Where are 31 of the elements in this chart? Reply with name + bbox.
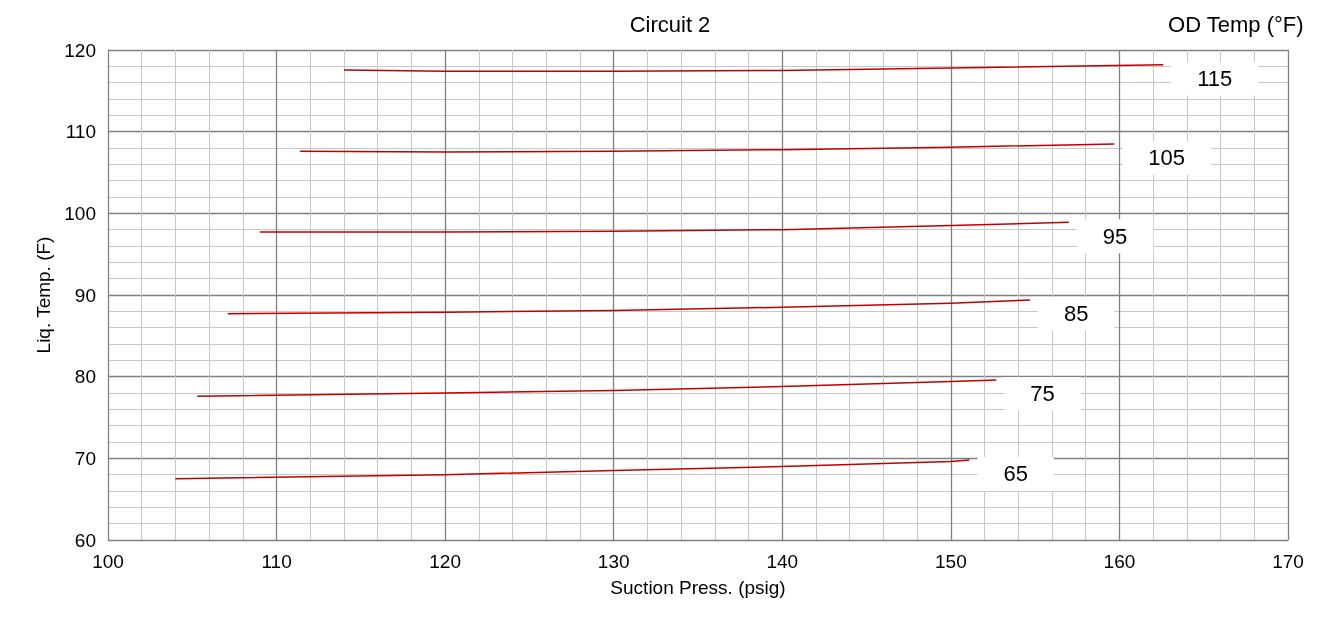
x-tick-label: 130 <box>597 551 630 572</box>
series-label: 115 <box>1197 66 1233 92</box>
y-tick-label: 80 <box>74 366 96 388</box>
line-series <box>174 459 971 480</box>
x-tick-label: 120 <box>429 551 461 572</box>
line-series <box>299 143 1116 153</box>
y-tick-label: 60 <box>74 529 96 551</box>
line-series <box>196 379 998 398</box>
y-tick-label: 100 <box>64 202 96 224</box>
y-tick-label: 120 <box>64 39 96 61</box>
x-tick-label: 110 <box>261 551 292 572</box>
y-tick-label: 110 <box>65 121 96 143</box>
series-label: 105 <box>1148 145 1186 171</box>
series-label: 75 <box>1030 381 1055 407</box>
legend-title: OD Temp (°F) <box>1168 11 1304 37</box>
y-tick-label: 70 <box>74 447 96 469</box>
y-axis-title: Liq. Temp. (F) <box>33 236 55 354</box>
series-label: 95 <box>1102 223 1128 249</box>
line-series <box>226 299 1031 315</box>
x-tick-label: 140 <box>766 551 799 572</box>
x-tick-label: 170 <box>1272 551 1304 572</box>
x-tick-label: 160 <box>1103 551 1136 572</box>
y-tick-label: 90 <box>74 284 96 306</box>
series-label: 65 <box>1003 461 1028 487</box>
series-label: 85 <box>1064 301 1089 327</box>
x-axis-title: Suction Press. (psig) <box>610 577 786 598</box>
x-tick-label: 150 <box>935 551 967 572</box>
chart-title: Circuit 2 <box>629 11 711 37</box>
line-series <box>258 221 1070 233</box>
x-tick-label: 100 <box>92 551 124 572</box>
line-series <box>343 63 1165 72</box>
